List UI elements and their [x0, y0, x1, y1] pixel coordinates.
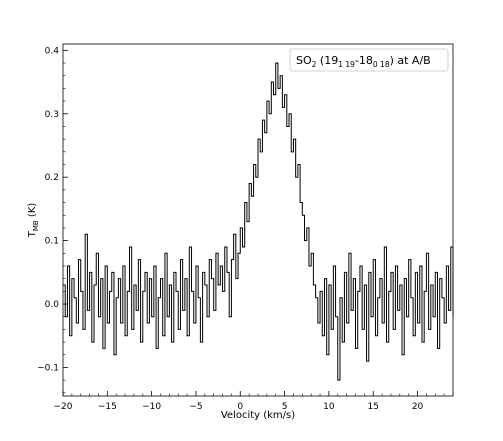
- legend-part-molecule: SO: [296, 54, 312, 67]
- x-tick-label: −15: [98, 402, 117, 412]
- y-tick-label: −0.1: [37, 363, 59, 373]
- y-axis-label: TMB (K): [27, 203, 40, 239]
- x-tick-label: 5: [282, 402, 288, 412]
- plot-area: [63, 44, 453, 396]
- x-axis-ticks: −20 −15 −10 −5 0 5 10 15 20: [54, 391, 454, 412]
- y-axis-label-main: T: [27, 230, 38, 238]
- legend-part-lower: -18: [355, 54, 373, 67]
- spectrum-line: [63, 62, 454, 381]
- x-axis-label: Velocity (km/s): [221, 410, 295, 421]
- legend-part-upper: (19: [316, 54, 338, 67]
- legend-part-upper-sub: 1 19: [338, 60, 355, 69]
- legend-part-subscript: 2: [312, 60, 317, 69]
- y-tick-label: 0.4: [45, 46, 60, 56]
- y-tick-label: 0.0: [45, 300, 60, 310]
- x-tick-label: −20: [54, 402, 73, 412]
- y-axis-ticks: −0.1 0.0 0.1 0.2 0.3 0.4: [37, 46, 68, 394]
- y-tick-label: 0.3: [45, 110, 59, 120]
- y-tick-label: 0.1: [45, 237, 59, 247]
- x-tick-label: 20: [412, 402, 424, 412]
- legend-box: [289, 48, 449, 72]
- legend-part-location: ) at A/B: [390, 54, 431, 67]
- x-tick-label: −5: [189, 402, 202, 412]
- y-tick-label: 0.2: [45, 173, 59, 183]
- legend: SO2 (191 19-180 18) at A/B: [289, 48, 449, 72]
- x-tick-label: 10: [323, 402, 335, 412]
- y-axis-label-rest: (K): [27, 203, 38, 221]
- x-tick-label: 0: [237, 402, 243, 412]
- legend-part-lower-sub: 0 18: [373, 60, 390, 69]
- x-tick-label: −10: [142, 402, 161, 412]
- x-tick-label: 15: [368, 402, 379, 412]
- spectrum-series: [63, 62, 454, 381]
- legend-label: SO2 (191 19-180 18) at A/B: [296, 54, 431, 69]
- y-axis-label-sub: MB: [32, 220, 40, 231]
